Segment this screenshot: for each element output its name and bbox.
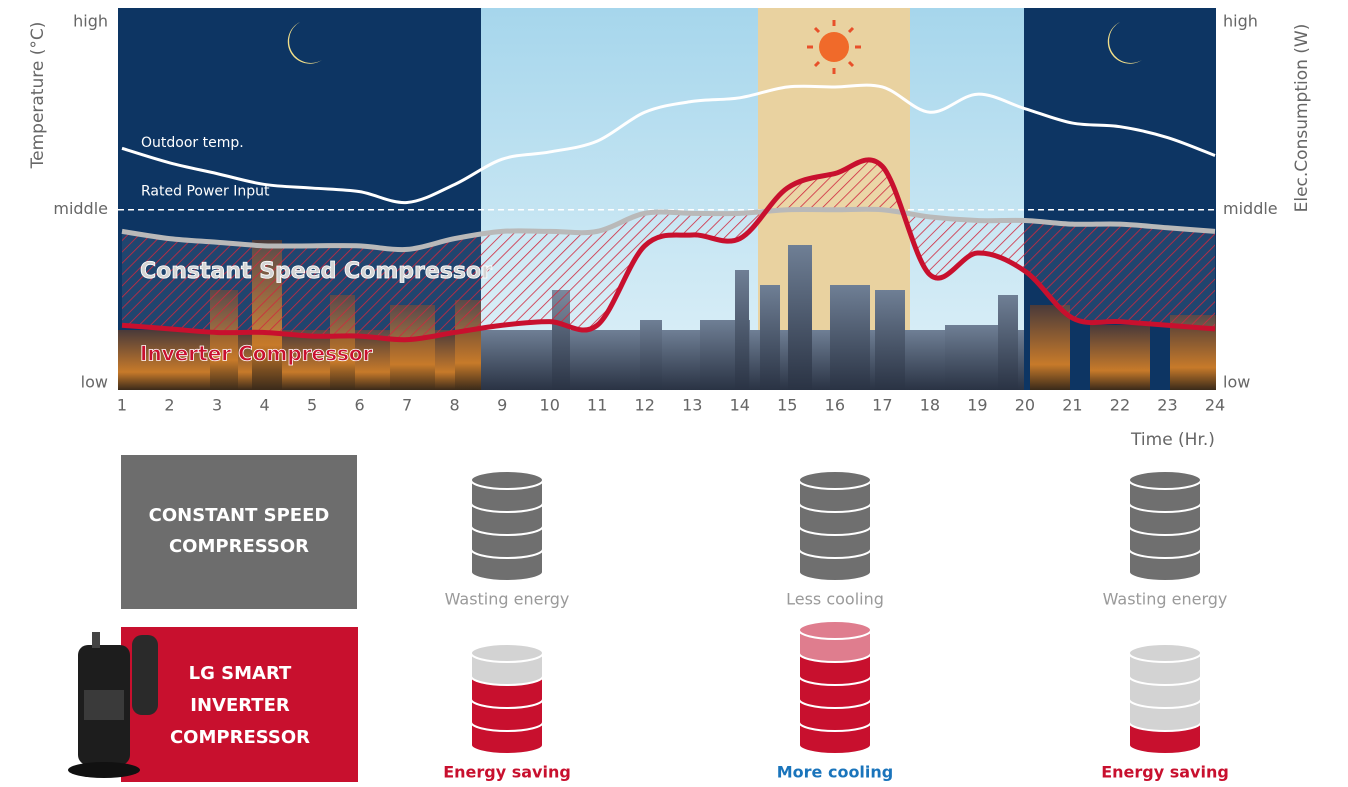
series-line xyxy=(121,157,1216,343)
barrel-top xyxy=(1128,470,1202,490)
savings-area xyxy=(122,159,1215,340)
series-label: Constant Speed Compressor xyxy=(140,259,492,284)
series-label: Inverter Compressor xyxy=(140,342,373,366)
barrel-top xyxy=(470,470,544,490)
compressor-image xyxy=(68,632,158,778)
x-tick-label: 4 xyxy=(259,396,269,415)
x-tick-label: 11 xyxy=(587,396,607,415)
x-tick-label: 9 xyxy=(497,396,507,415)
x-tick-label: 22 xyxy=(1110,396,1130,415)
x-tick-label: 20 xyxy=(1015,396,1035,415)
comparison: CONSTANT SPEED COMPRESSOR Wasting energy Le… xyxy=(68,455,1229,782)
skyline xyxy=(118,240,1216,390)
background xyxy=(118,8,1216,390)
x-tick-label: 15 xyxy=(777,396,797,415)
y2-tick-label: low xyxy=(1223,373,1250,392)
x-tick-label: 19 xyxy=(967,396,987,415)
x-tick-label: 5 xyxy=(307,396,317,415)
box-label: LG SMART xyxy=(189,663,292,684)
y2-tick-label: middle xyxy=(1223,199,1278,218)
y-tick-label: middle xyxy=(53,199,108,218)
box-label: COMPRESSOR xyxy=(169,536,309,557)
x-tick-label: 14 xyxy=(730,396,750,415)
barrel-icon xyxy=(1128,643,1202,755)
series-line xyxy=(121,206,1216,253)
x-axis-title: Time (Hr.) xyxy=(1130,430,1215,450)
x-tick-label: 23 xyxy=(1157,396,1177,415)
x-tick-label: 2 xyxy=(164,396,174,415)
caption: More cooling xyxy=(777,763,894,782)
barrel-top xyxy=(798,470,872,490)
sun-icon xyxy=(807,20,861,74)
skyline xyxy=(481,245,1024,390)
x-tick-label: 12 xyxy=(635,396,655,415)
x-tick-label: 17 xyxy=(872,396,892,415)
x-tick-label: 24 xyxy=(1205,396,1225,415)
box-label: CONSTANT SPEED xyxy=(149,505,330,526)
series-line xyxy=(121,83,1216,205)
y-axis-title: Temperature (°C) xyxy=(28,22,48,170)
caption: Less cooling xyxy=(786,590,884,609)
x-tick-label: 18 xyxy=(920,396,940,415)
box-label: COMPRESSOR xyxy=(170,727,310,748)
constant-box xyxy=(121,455,357,609)
y-tick-label: high xyxy=(73,12,108,31)
series-label: Outdoor temp. xyxy=(141,135,244,151)
inverter-box xyxy=(121,627,358,782)
x-tick-label: 7 xyxy=(402,396,412,415)
x-tick-label: 16 xyxy=(825,396,845,415)
x-tick-label: 13 xyxy=(682,396,702,415)
caption: Wasting energy xyxy=(1103,590,1228,609)
x-tick-label: 3 xyxy=(212,396,222,415)
barrel-icon xyxy=(1128,470,1202,582)
box-label: INVERTER xyxy=(190,695,290,716)
x-tick-label: 10 xyxy=(540,396,560,415)
y2-axis-title: Elec.Consumption (W) xyxy=(1292,24,1312,213)
barrel-top xyxy=(1128,643,1202,663)
caption: Wasting energy xyxy=(445,590,570,609)
y-tick-label: low xyxy=(81,373,108,392)
barrel-icon xyxy=(470,643,544,755)
y2-tick-label: high xyxy=(1223,12,1258,31)
x-tick-label: 21 xyxy=(1062,396,1082,415)
caption: Energy saving xyxy=(1101,763,1229,782)
x-tick-label: 1 xyxy=(117,396,127,415)
caption: Energy saving xyxy=(443,763,571,782)
reference-label: Rated Power Input xyxy=(141,184,270,200)
barrel-icon xyxy=(798,470,872,582)
barrel-top xyxy=(470,643,544,663)
x-tick-label: 6 xyxy=(355,396,365,415)
barrel-top xyxy=(798,620,872,640)
x-tick-label: 8 xyxy=(450,396,460,415)
barrel-icon xyxy=(798,620,872,755)
barrel-icon xyxy=(470,470,544,582)
